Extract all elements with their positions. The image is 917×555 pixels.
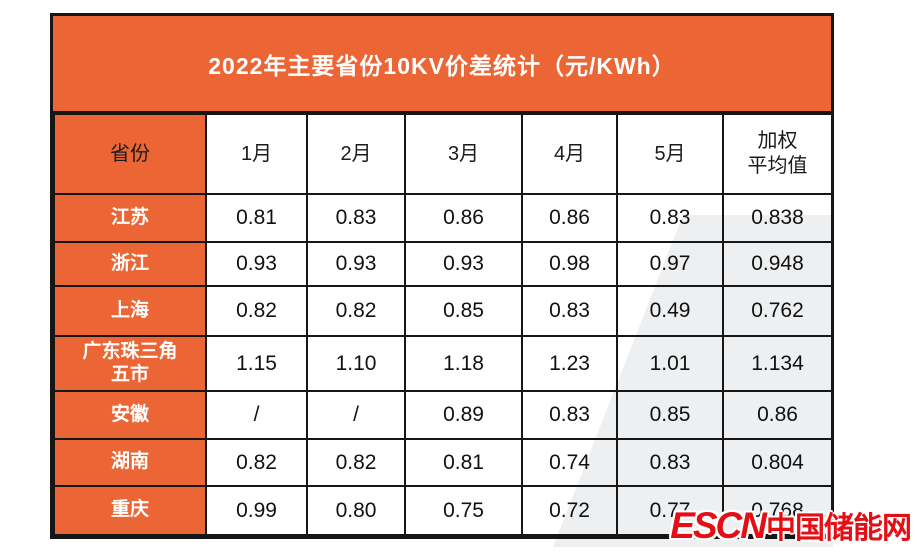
value-cell: 0.83 xyxy=(616,438,724,487)
table-row: 上海 0.82 0.82 0.85 0.83 0.49 0.762 xyxy=(53,285,833,337)
value-cell: 0.93 xyxy=(205,241,308,287)
value-cell: / xyxy=(306,390,406,440)
header-month-2: 2月 xyxy=(306,113,406,195)
value-cell: 1.10 xyxy=(306,335,406,392)
value-cell: 0.86 xyxy=(722,390,833,440)
value-cell: 0.77 xyxy=(616,485,724,536)
header-weighted-avg: 加权 平均值 xyxy=(722,113,833,195)
price-table: 2022年主要省份10KV价差统计（元/KWh） 省份 1月 2月 3月 4月 … xyxy=(50,13,834,539)
escn-logo-text: ESCN xyxy=(670,505,767,546)
value-cell: 1.23 xyxy=(521,335,618,392)
value-cell: 0.804 xyxy=(722,438,833,487)
province-cell: 安徽 xyxy=(53,390,207,440)
province-cell: 重庆 xyxy=(53,485,207,536)
value-cell: 0.93 xyxy=(306,241,406,287)
value-cell: 0.99 xyxy=(205,485,308,536)
value-cell: 0.85 xyxy=(616,390,724,440)
value-cell: / xyxy=(205,390,308,440)
table-row: 浙江 0.93 0.93 0.93 0.98 0.97 0.948 xyxy=(53,241,833,287)
value-cell: 0.97 xyxy=(616,241,724,287)
province-cell: 上海 xyxy=(53,285,207,337)
value-cell: 0.82 xyxy=(306,285,406,337)
value-cell: 1.18 xyxy=(404,335,523,392)
value-cell: 0.86 xyxy=(521,193,618,243)
value-cell: 0.81 xyxy=(404,438,523,487)
value-cell: 1.134 xyxy=(722,335,833,392)
value-cell: 1.15 xyxy=(205,335,308,392)
header-row: 省份 1月 2月 3月 4月 5月 加权 平均值 xyxy=(53,113,833,195)
value-cell: 0.83 xyxy=(616,193,724,243)
value-cell: 0.80 xyxy=(306,485,406,536)
table-row: 湖南 0.82 0.82 0.81 0.74 0.83 0.804 xyxy=(53,438,833,487)
escn-brand-watermark: ESCN 中国储能网 xyxy=(670,503,912,547)
price-table-grid: 省份 1月 2月 3月 4月 5月 加权 平均值 江苏 0.81 0.83 0.… xyxy=(53,113,833,536)
province-cell: 湖南 xyxy=(53,438,207,487)
value-cell: 1.01 xyxy=(616,335,724,392)
value-cell: 0.948 xyxy=(722,241,833,287)
province-cell: 浙江 xyxy=(53,241,207,287)
value-cell: 0.74 xyxy=(521,438,618,487)
header-month-1: 1月 xyxy=(205,113,308,195)
value-cell: 0.93 xyxy=(404,241,523,287)
table-row: 广东珠三角 五市 1.15 1.10 1.18 1.23 1.01 1.134 xyxy=(53,335,833,392)
header-province: 省份 xyxy=(53,113,207,195)
value-cell: 0.83 xyxy=(306,193,406,243)
value-cell: 0.49 xyxy=(616,285,724,337)
escn-logo-cn-text: 中国储能网 xyxy=(766,512,912,545)
value-cell: 0.98 xyxy=(521,241,618,287)
value-cell: 0.762 xyxy=(722,285,833,337)
province-cell: 江苏 xyxy=(53,193,207,243)
value-cell: 0.86 xyxy=(404,193,523,243)
value-cell: 0.768 xyxy=(722,485,833,536)
value-cell: 0.82 xyxy=(205,285,308,337)
table-row: 重庆 0.99 0.80 0.75 0.72 0.77 0.768 xyxy=(53,485,833,536)
value-cell: 0.89 xyxy=(404,390,523,440)
header-month-4: 4月 xyxy=(521,113,618,195)
value-cell: 0.838 xyxy=(722,193,833,243)
value-cell: 0.72 xyxy=(521,485,618,536)
table-row: 安徽 / / 0.89 0.83 0.85 0.86 xyxy=(53,390,833,440)
header-month-3: 3月 xyxy=(404,113,523,195)
value-cell: 0.85 xyxy=(404,285,523,337)
header-month-5: 5月 xyxy=(616,113,724,195)
value-cell: 0.81 xyxy=(205,193,308,243)
value-cell: 0.83 xyxy=(521,285,618,337)
province-cell: 广东珠三角 五市 xyxy=(53,335,207,392)
value-cell: 0.82 xyxy=(205,438,308,487)
value-cell: 0.82 xyxy=(306,438,406,487)
value-cell: 0.75 xyxy=(404,485,523,536)
value-cell: 0.83 xyxy=(521,390,618,440)
table-row: 江苏 0.81 0.83 0.86 0.86 0.83 0.838 xyxy=(53,193,833,243)
table-title: 2022年主要省份10KV价差统计（元/KWh） xyxy=(53,16,831,113)
